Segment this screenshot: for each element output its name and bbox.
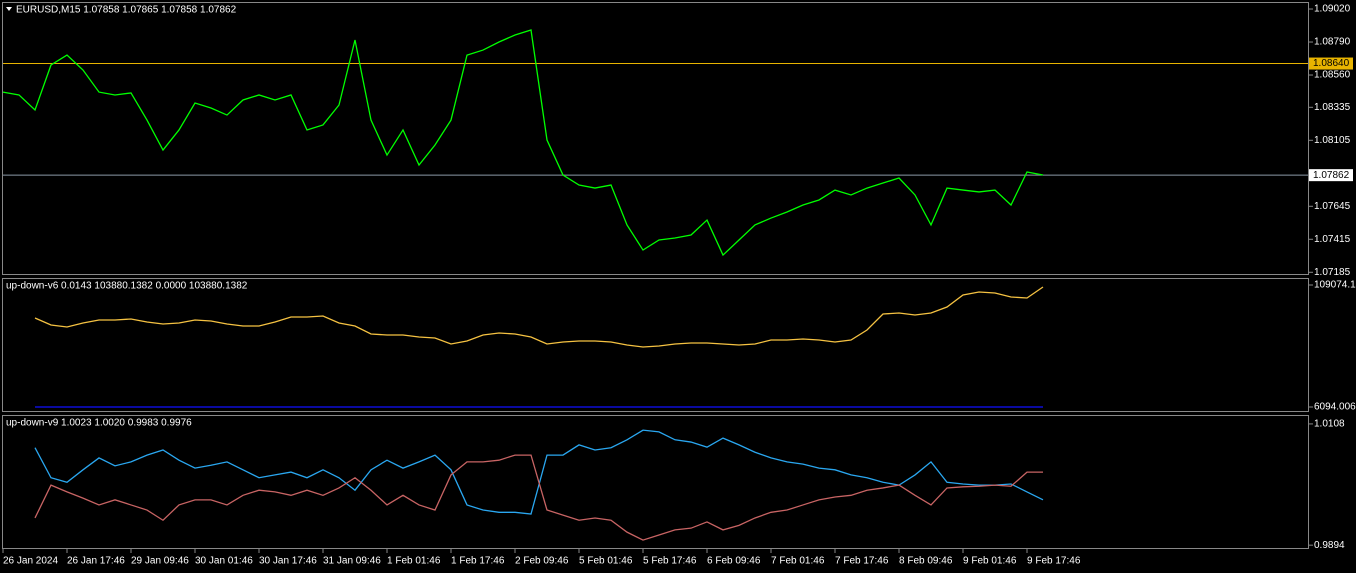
price-panel	[2, 2, 1309, 275]
panel-title: EURUSD,M15 1.07858 1.07865 1.07858 1.078…	[16, 5, 237, 16]
x-tick-label: 5 Feb 17:46	[643, 556, 697, 567]
x-tick-label: 2 Feb 09:46	[515, 556, 569, 567]
menu-arrow[interactable]	[6, 7, 12, 11]
price-level-label: 1.08640	[1313, 58, 1350, 69]
y-tick-label: 1.0108	[1314, 419, 1345, 430]
panel-title: up-down-v6 0.0143 103880.1382 0.0000 103…	[6, 281, 248, 292]
price-level-label: 1.07862	[1313, 170, 1350, 181]
series-line	[34, 454, 1043, 541]
y-tick-label: 1.08790	[1314, 37, 1351, 48]
x-tick-label: 31 Jan 09:46	[323, 556, 381, 567]
indicator-panel	[2, 278, 1309, 412]
panel-title: up-down-v9 1.0023 1.0020 0.9983 0.9976	[6, 418, 192, 429]
x-tick-label: 1 Feb 17:46	[451, 556, 505, 567]
x-tick-label: 9 Feb 17:46	[1027, 556, 1081, 567]
y-tick-label: 1.08560	[1314, 70, 1351, 81]
y-tick-label: 6094.006	[1314, 402, 1356, 413]
series-line	[34, 286, 1044, 348]
y-tick-label: 1.07415	[1314, 234, 1351, 245]
y-tick-label: 109074.14	[1314, 280, 1356, 291]
x-tick-label: 8 Feb 09:46	[899, 556, 953, 567]
y-tick-label: 1.07645	[1314, 201, 1351, 212]
y-tick-label: 1.09020	[1314, 4, 1351, 15]
series-line	[2, 29, 1044, 257]
x-tick-label: 30 Jan 17:46	[259, 556, 317, 567]
x-tick-label: 26 Jan 2024	[3, 556, 58, 567]
x-tick-label: 29 Jan 09:46	[131, 556, 189, 567]
x-tick-label: 1 Feb 01:46	[387, 556, 441, 567]
y-tick-label: 1.07185	[1314, 267, 1351, 278]
x-tick-label: 30 Jan 01:46	[195, 556, 253, 567]
price-level-box	[1309, 57, 1353, 70]
x-tick-label: 7 Feb 01:46	[771, 556, 825, 567]
x-tick-label: 26 Jan 17:46	[67, 556, 125, 567]
x-tick-label: 6 Feb 09:46	[707, 556, 761, 567]
indicator-panel	[2, 415, 1309, 549]
y-tick-label: 0.9894	[1314, 540, 1345, 551]
x-tick-label: 9 Feb 01:46	[963, 556, 1017, 567]
x-tick-label: 7 Feb 17:46	[835, 556, 889, 567]
price-level-box	[1309, 169, 1353, 182]
y-tick-label: 1.08335	[1314, 102, 1351, 113]
y-tick-label: 1.08105	[1314, 135, 1351, 146]
x-tick-label: 5 Feb 01:46	[579, 556, 633, 567]
